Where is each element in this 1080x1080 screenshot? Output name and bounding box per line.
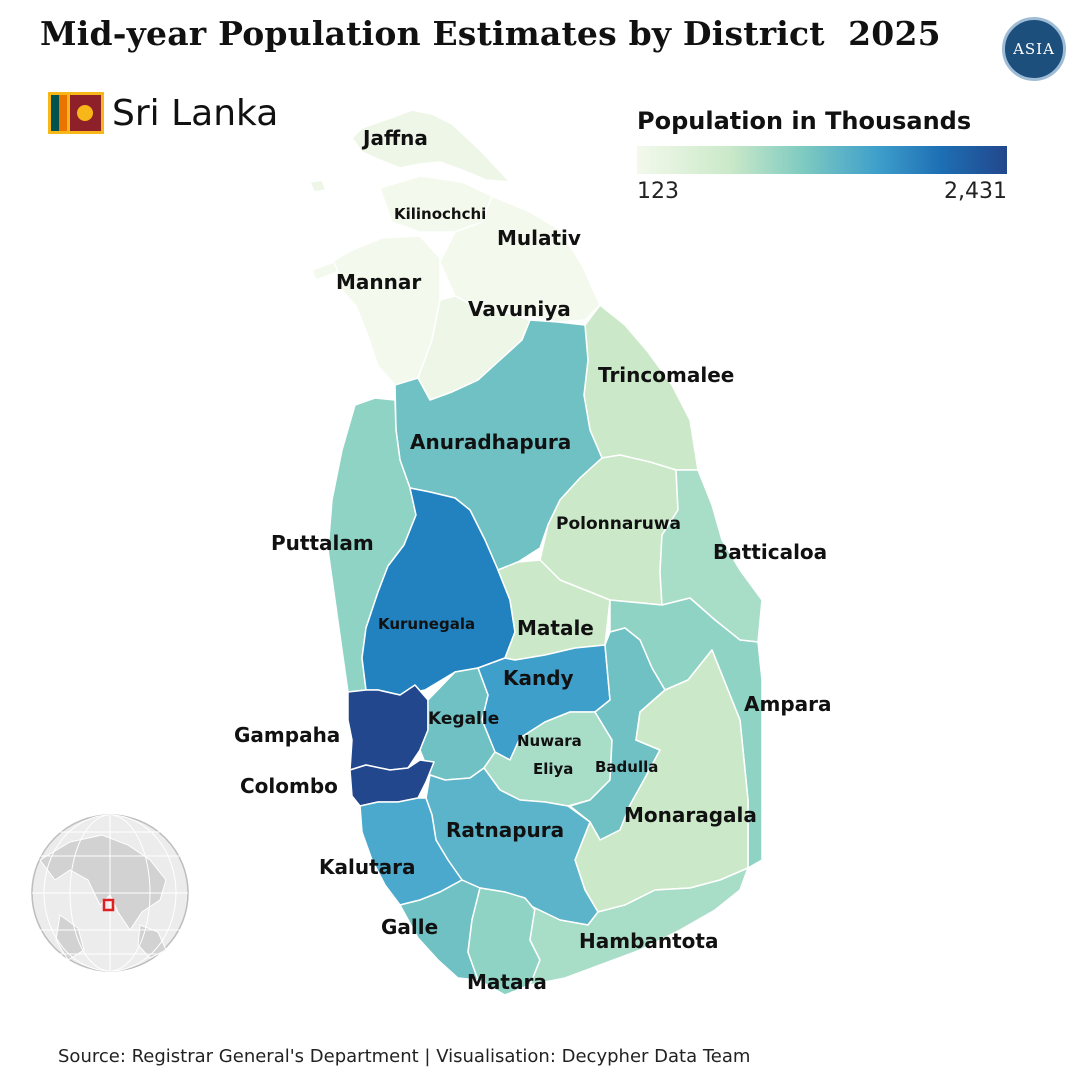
district-gampaha[interactable]: [347, 684, 429, 771]
legend-color-scale: [637, 146, 1007, 174]
district-kurunegala[interactable]: [361, 487, 516, 696]
label-matara: Matara: [467, 970, 547, 994]
label-vavuniya: Vavuniya: [468, 297, 571, 321]
globe-inset: [31, 814, 189, 972]
label-colombo: Colombo: [240, 774, 338, 798]
asia-logo: ASIA: [1002, 17, 1066, 81]
label-galle: Galle: [381, 915, 439, 939]
label-anuradhapura: Anuradhapura: [410, 430, 572, 454]
district-trincomalee[interactable]: [583, 304, 699, 471]
label-nuwara-eliya-line2: Eliya: [533, 760, 574, 778]
sri-lanka-flag-icon: [48, 92, 104, 134]
district-mulativ[interactable]: [439, 195, 601, 323]
label-batticaloa: Batticaloa: [713, 540, 828, 564]
label-polonnaruwa: Polonnaruwa: [556, 514, 681, 534]
label-hambantota: Hambantota: [579, 929, 719, 953]
district-kilinochchi[interactable]: [379, 175, 493, 233]
label-trincomalee: Trincomalee: [598, 363, 735, 387]
page-title: Mid-year Population Estimates by Distric…: [40, 14, 941, 53]
label-puttalam: Puttalam: [271, 531, 374, 555]
label-gampaha: Gampaha: [234, 723, 341, 747]
district-kalutara[interactable]: [359, 797, 463, 906]
district-hambantota[interactable]: [529, 867, 749, 986]
country-header: Sri Lanka: [48, 92, 278, 134]
island-delft: [309, 179, 327, 193]
location-marker: [102, 898, 115, 912]
country-name: Sri Lanka: [112, 92, 279, 134]
label-kurunegala: Kurunegala: [378, 615, 476, 633]
label-nuwara-eliya-line1: Nuwara: [517, 732, 582, 750]
label-kalutara: Kalutara: [319, 855, 416, 879]
district-jaffna[interactable]: [351, 109, 511, 183]
label-kandy: Kandy: [503, 666, 574, 690]
label-kegalle: Kegalle: [428, 709, 500, 729]
label-ampara: Ampara: [744, 692, 832, 716]
island-mannar: [311, 261, 339, 281]
label-kilinochchi: Kilinochchi: [394, 205, 487, 223]
label-mannar: Mannar: [336, 270, 422, 294]
label-mulativ: Mulativ: [497, 226, 581, 250]
source-note: Source: Registrar General's Department |…: [58, 1046, 751, 1067]
legend-max-value: 2,431: [944, 179, 1007, 204]
legend-title: Population in Thousands: [637, 107, 972, 135]
label-monaragala: Monaragala: [624, 803, 757, 827]
label-jaffna: Jaffna: [363, 126, 428, 150]
label-ratnapura: Ratnapura: [446, 818, 565, 842]
label-matale: Matale: [517, 616, 594, 640]
label-badulla: Badulla: [595, 758, 659, 776]
legend-min-value: 123: [637, 179, 679, 204]
